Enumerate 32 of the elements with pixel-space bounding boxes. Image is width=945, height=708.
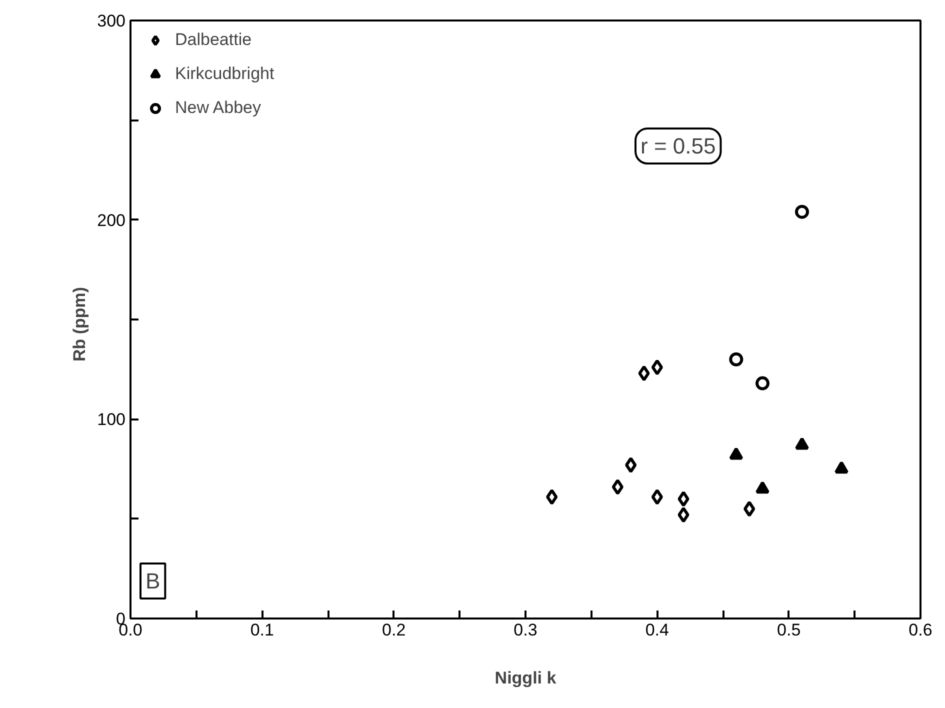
point <box>729 352 744 366</box>
point <box>744 500 756 517</box>
annotation: B <box>146 568 160 594</box>
point <box>678 506 690 523</box>
point <box>651 359 663 376</box>
x-tick-label: 0.4 <box>645 620 669 640</box>
point <box>795 204 809 219</box>
point <box>638 365 650 382</box>
point <box>795 437 809 450</box>
point <box>729 447 744 460</box>
legend-label: Kirkcudbright <box>175 64 274 84</box>
point <box>651 488 663 505</box>
y-tick-label: 200 <box>97 210 126 230</box>
annotation: r = 0.55 <box>640 134 716 158</box>
legend-label: New Abbey <box>175 98 261 118</box>
y-tick-label: 100 <box>97 410 126 430</box>
x-axis-title: Niggli k <box>494 668 557 688</box>
point <box>546 488 558 505</box>
point <box>834 461 848 474</box>
x-tick-label: 0.3 <box>514 620 538 640</box>
legend-label: Dalbeattie <box>175 30 252 50</box>
point <box>756 376 770 390</box>
x-tick-label: 0.2 <box>382 620 406 640</box>
point <box>756 481 770 494</box>
point <box>625 457 637 474</box>
x-tick-label: 0.1 <box>250 620 274 640</box>
y-tick-label: 300 <box>97 12 126 30</box>
point <box>612 478 624 495</box>
point <box>678 490 690 507</box>
x-tick-label: 0.5 <box>777 620 801 640</box>
x-tick-label: 0.6 <box>908 620 932 640</box>
y-axis-title: Rb (ppm) <box>70 286 90 362</box>
